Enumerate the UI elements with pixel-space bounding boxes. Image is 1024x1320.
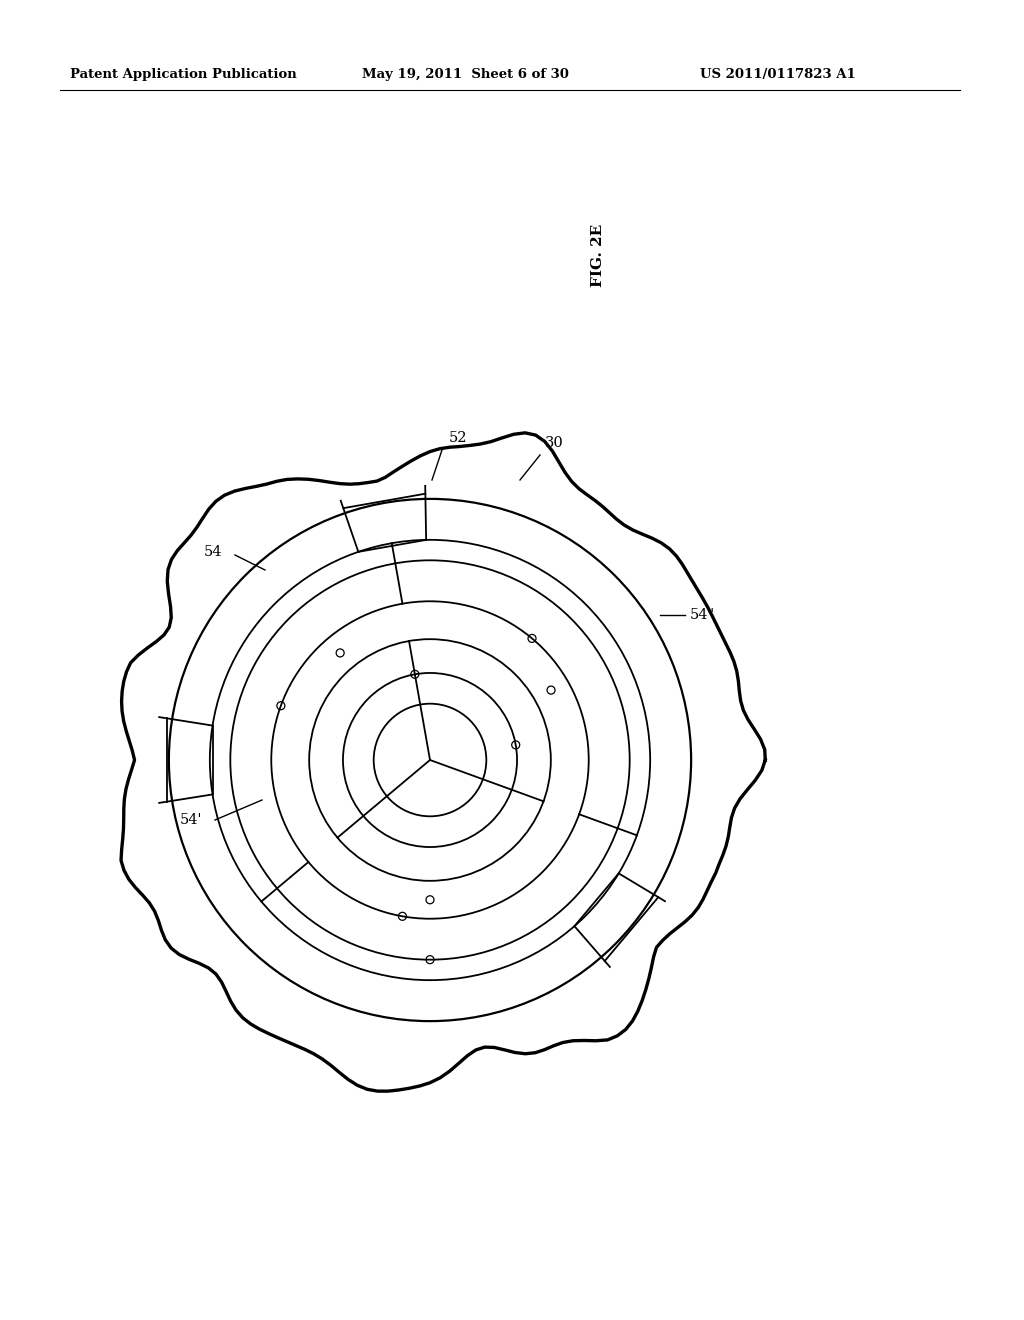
Text: Patent Application Publication: Patent Application Publication [70,69,297,81]
Text: 30: 30 [545,436,564,450]
Text: May 19, 2011  Sheet 6 of 30: May 19, 2011 Sheet 6 of 30 [362,69,569,81]
Text: US 2011/0117823 A1: US 2011/0117823 A1 [700,69,856,81]
Text: 54: 54 [204,545,222,558]
Text: 54': 54' [179,813,202,828]
Text: 52: 52 [449,432,468,445]
Text: 54": 54" [690,609,715,622]
Text: FIG. 2E: FIG. 2E [591,223,605,286]
